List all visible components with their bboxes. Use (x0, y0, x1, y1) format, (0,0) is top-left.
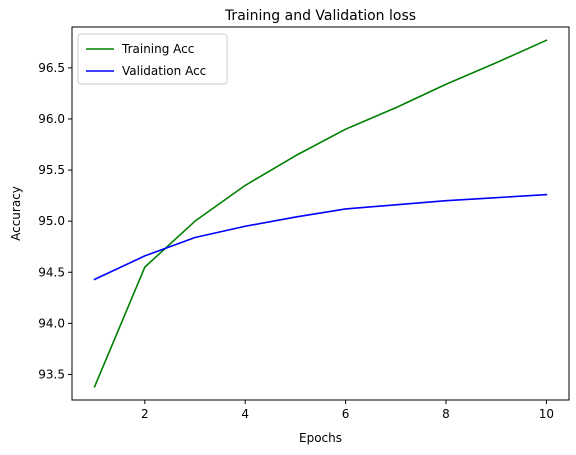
x-tick-label: 8 (442, 407, 450, 421)
series-line-validation (93, 193, 548, 281)
legend-label: Validation Acc (122, 64, 206, 78)
series-line-training (93, 39, 548, 388)
y-axis-title: Accuracy (9, 186, 23, 241)
y-tick-label: 93.5 (38, 367, 65, 381)
y-tick-label: 95.0 (38, 214, 65, 228)
x-tick-label: 6 (342, 407, 350, 421)
y-tick-label: 95.5 (38, 163, 65, 177)
x-tick-label: 2 (141, 407, 149, 421)
y-tick-label: 96.0 (38, 112, 65, 126)
y-tick-label: 94.0 (38, 316, 65, 330)
y-tick-label: 94.5 (38, 265, 65, 279)
legend-label: Training Acc (121, 42, 194, 56)
plot-area-frame (71, 26, 570, 401)
legend-box (77, 33, 228, 85)
x-axis-title: Epochs (299, 431, 342, 445)
series-layer (93, 39, 548, 388)
x-tick-label: 4 (241, 407, 249, 421)
y-tick-label: 96.5 (38, 61, 65, 75)
x-tick-label: 10 (539, 407, 554, 421)
chart-title: Training and Validation loss (224, 8, 416, 24)
legend: Training Acc Validation Acc (77, 33, 228, 85)
y-axis: 93.5 94.0 94.5 95.0 95.5 96.0 96.5 (38, 61, 72, 381)
x-axis: 2 4 6 8 10 (141, 400, 554, 421)
